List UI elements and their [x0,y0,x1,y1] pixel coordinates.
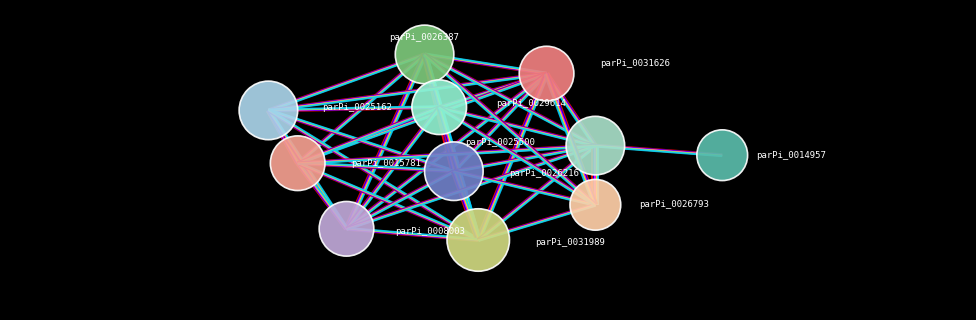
Text: parPi_0015781: parPi_0015781 [351,159,422,168]
Ellipse shape [697,130,748,180]
Ellipse shape [319,202,374,256]
Ellipse shape [412,80,467,134]
Ellipse shape [447,209,509,271]
Ellipse shape [239,81,298,140]
Text: parPi_0031626: parPi_0031626 [600,60,671,68]
Text: parPi_0025500: parPi_0025500 [465,138,535,147]
Text: parPi_0025162: parPi_0025162 [322,103,392,112]
Text: parPi_0026387: parPi_0026387 [389,33,460,42]
Ellipse shape [270,136,325,190]
Text: parPi_0026793: parPi_0026793 [639,200,710,209]
Ellipse shape [566,116,625,175]
Text: parPi_0029614: parPi_0029614 [496,99,566,108]
Ellipse shape [570,180,621,230]
Text: parPi_0014957: parPi_0014957 [756,151,827,160]
Text: parPi_0008003: parPi_0008003 [395,227,466,236]
Text: parPi_0026216: parPi_0026216 [509,169,580,178]
Ellipse shape [395,25,454,84]
Ellipse shape [519,46,574,101]
Text: parPi_0031989: parPi_0031989 [535,238,605,247]
Ellipse shape [425,142,483,200]
